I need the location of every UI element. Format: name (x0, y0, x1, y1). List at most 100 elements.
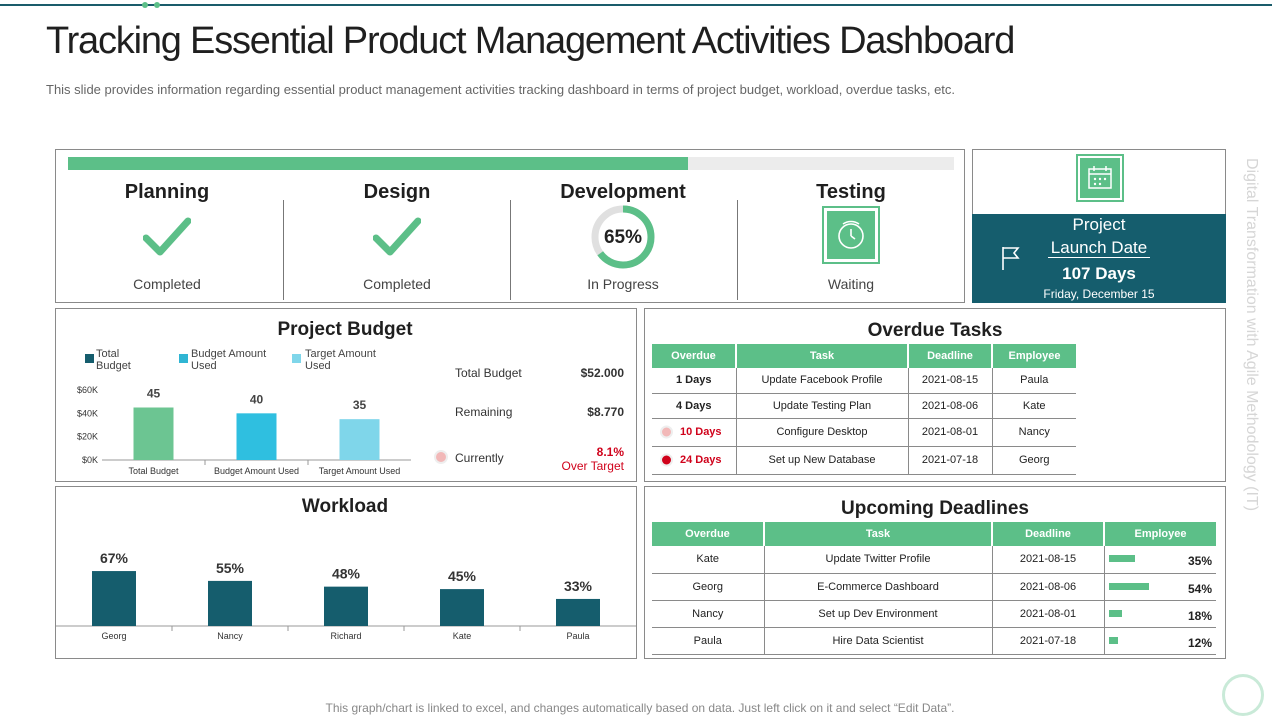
check-icon (143, 217, 191, 256)
deadlines-title: Upcoming Deadlines (841, 498, 1029, 519)
table-row: Nancy Set up Dev Environment 2021-08-01 18% (652, 600, 1216, 628)
overdue-deadline: 2021-07-18 (908, 446, 993, 475)
deadlines-table: Overdue Task Deadline Employee Kate Updat… (652, 522, 1216, 655)
deadline-date: 2021-07-18 (992, 627, 1105, 655)
deadline-employee: Georg (652, 573, 765, 601)
workload-bar (556, 598, 600, 626)
bar-value-label: 55% (216, 560, 245, 576)
divider-dot (142, 2, 148, 8)
legend-swatch-total (85, 354, 94, 363)
remaining-label: Remaining (455, 405, 513, 419)
deadline-progress-bar (1108, 636, 1118, 644)
bar-value-label: 67% (100, 550, 129, 566)
overdue-days: 1 Days (676, 374, 712, 387)
check-icon (373, 217, 421, 256)
deadline-percent: 35% (1187, 554, 1212, 569)
deadline-progress-cell: 54% (1104, 573, 1216, 601)
phase-divider (510, 200, 511, 300)
workload-bar (92, 571, 136, 626)
x-tick-label: Georg (101, 631, 126, 641)
x-tick-label: Total Budget (128, 466, 179, 476)
deadline-date: 2021-08-01 (992, 600, 1105, 628)
overdue-alert-dot (660, 425, 673, 439)
overdue-days: 24 Days (679, 454, 722, 466)
deadlines-col-overdue: Overdue (652, 522, 765, 546)
overdue-days: 10 Days (679, 426, 722, 438)
workload-bar (208, 580, 252, 626)
phase-design-title: Design (363, 181, 431, 203)
overdue-col-task: Task (736, 344, 909, 368)
overdue-alert-dot (660, 453, 673, 467)
overdue-task: Update Facebook Profile (736, 368, 909, 394)
y-tick-label: $20K (77, 432, 98, 442)
budget-bar (236, 413, 277, 460)
deadline-progress-bar (1108, 582, 1149, 590)
workload-panel (55, 486, 637, 659)
flag-icon (1002, 247, 1020, 270)
deadline-date: 2021-08-06 (992, 573, 1105, 601)
overdue-deadline: 2021-08-15 (908, 368, 993, 394)
deadline-progress-cell: 35% (1104, 546, 1216, 574)
launch-date: Friday, December 15 (1043, 287, 1155, 301)
overdue-deadline: 2021-08-06 (908, 393, 993, 419)
y-tick-label: $0K (82, 455, 98, 465)
y-tick-label: $40K (77, 408, 98, 418)
deadlines-col-task: Task (764, 522, 993, 546)
overdue-employee: Kate (992, 393, 1076, 419)
stopwatch-icon (827, 211, 875, 259)
remaining-value: $8.770 (587, 405, 624, 419)
workload-bar (440, 589, 484, 626)
overdue-days-cell: 1 Days (652, 368, 737, 394)
budget-bar (133, 407, 174, 460)
deadline-employee: Nancy (652, 600, 765, 628)
project-progress-bar (68, 157, 954, 170)
overdue-task: Update Testing Plan (736, 393, 909, 419)
deadline-percent: 18% (1187, 608, 1212, 623)
overdue-task: Configure Desktop (736, 418, 909, 447)
development-progress-ring (591, 205, 655, 269)
footer-note: This graph/chart is linked to excel, and… (325, 701, 955, 715)
page-title: Tracking Essential Product Management Ac… (46, 20, 1015, 62)
total-budget-label: Total Budget (455, 366, 522, 380)
deadlines-col-employee: Employee (1104, 522, 1216, 546)
launch-label-2: Launch Date (972, 238, 1226, 258)
deadline-task: Set up Dev Environment (764, 600, 993, 628)
legend-swatch-used (179, 354, 188, 363)
legend-total-budget: Total Budget (96, 348, 131, 372)
phase-testing-title: Testing (816, 181, 886, 203)
launch-label-1: Project (1072, 215, 1126, 234)
overdue-employee: Nancy (992, 418, 1076, 447)
x-tick-label: Paula (566, 631, 589, 641)
side-watermark: Digital Transformation with Agile Method… (1243, 158, 1260, 512)
bar-value-label: 48% (332, 566, 361, 582)
deadline-progress-cell: 18% (1104, 600, 1216, 628)
deadline-employee: Paula (652, 627, 765, 655)
workload-title: Workload (301, 496, 389, 517)
phase-development-title: Development (560, 181, 686, 203)
overdue-deadline: 2021-08-01 (908, 418, 993, 447)
decorative-circle (1222, 674, 1264, 716)
deadlines-col-deadline: Deadline (992, 522, 1105, 546)
deadline-employee: Kate (652, 546, 765, 574)
table-row: 24 Days Set up New Database 2021-07-18 Geor… (652, 446, 1076, 475)
overdue-title: Overdue Tasks (867, 320, 1003, 341)
overdue-employee: Paula (992, 368, 1076, 394)
deadline-task: Hire Data Scientist (764, 627, 993, 655)
development-percent: 65% (603, 227, 643, 248)
budget-title: Project Budget (277, 319, 413, 340)
top-divider (0, 4, 1272, 6)
y-tick-label: $60K (77, 385, 98, 395)
overdue-task: Set up New Database (736, 446, 909, 475)
overdue-days-cell: 10 Days (652, 418, 737, 447)
currently-note: Over Target (561, 459, 624, 473)
bar-value-label: 35 (353, 398, 367, 412)
calendar-icon-frame (1076, 154, 1124, 202)
overdue-table: Overdue Task Deadline Employee 1 Days Upd… (652, 344, 1076, 475)
bar-value-label: 45% (448, 568, 477, 584)
x-tick-label: Budget Amount Used (214, 466, 299, 476)
budget-bar (339, 419, 380, 460)
bar-value-label: 40 (250, 392, 264, 406)
legend-swatch-target (292, 354, 301, 363)
phase-divider (283, 200, 284, 300)
table-row: 4 Days Update Testing Plan 2021-08-06 Kate (652, 393, 1076, 419)
